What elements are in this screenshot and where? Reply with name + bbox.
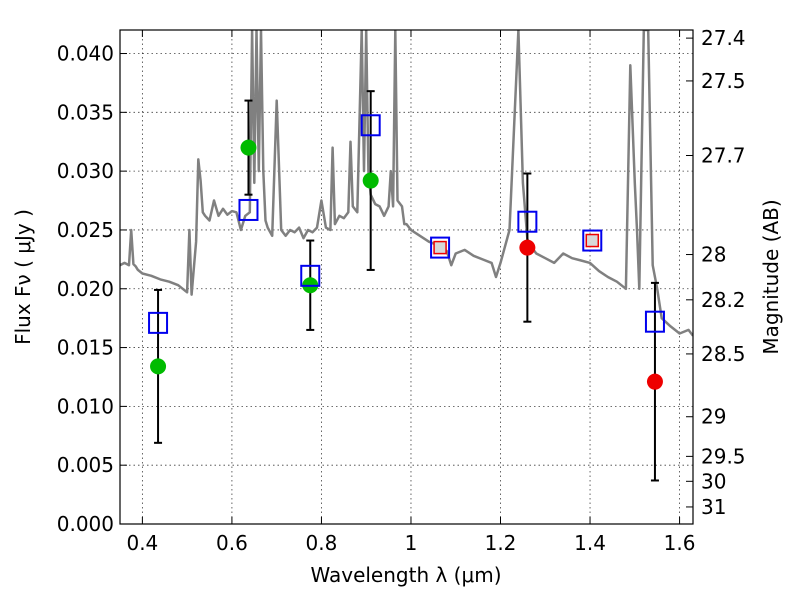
data-point (240, 139, 257, 156)
right-tick-label: 30 (701, 469, 726, 493)
right-axis-label: Magnitude (AB) (759, 199, 783, 354)
x-axis-label: Wavelength λ (μm) (310, 563, 501, 587)
right-tick-label: 28.2 (701, 288, 746, 312)
model-point-inner (433, 240, 447, 255)
data-points (148, 90, 665, 482)
data-point (519, 239, 536, 256)
y-tick-label: 0.000 (57, 512, 114, 536)
model-point (300, 264, 321, 287)
right-tick-label: 29 (701, 405, 726, 429)
x-tick-label: 0.4 (126, 531, 158, 555)
spectrum-line (120, 30, 693, 337)
model-point (582, 229, 603, 252)
y-tick-label: 0.025 (57, 218, 114, 242)
model-point (644, 310, 665, 333)
x-tick-label: 1 (405, 531, 418, 555)
y-axis-label: Flux Fν ( μJy ) (11, 209, 35, 345)
model-point (430, 236, 451, 259)
model-point (148, 311, 169, 334)
model-point (360, 114, 381, 137)
model-spectrum (120, 30, 693, 337)
right-tick-label: 28.5 (701, 342, 746, 366)
plot-frame (119, 29, 694, 525)
axis-ticks (120, 30, 693, 525)
tick-labels: 0.4 0.6 0.8 1 1.2 1.4 1.6 0.000 0.005 0.010 0.015 0… (57, 26, 746, 555)
data-point (362, 172, 379, 189)
right-tick-label: 29.5 (701, 444, 746, 468)
x-tick-label: 1.2 (485, 531, 517, 555)
x-tick-label: 0.6 (216, 531, 248, 555)
right-tick-label: 28 (701, 243, 726, 267)
y-tick-label: 0.005 (57, 453, 114, 477)
model-point-inner (585, 233, 600, 248)
right-tick-label: 27.7 (701, 143, 746, 167)
model-point (517, 210, 538, 233)
model-point (238, 198, 259, 221)
x-tick-label: 0.8 (306, 531, 338, 555)
y-tick-label: 0.030 (57, 159, 114, 183)
data-point (150, 358, 167, 375)
y-tick-label: 0.035 (57, 100, 114, 124)
right-tick-label: 31 (701, 495, 726, 519)
y-tick-label: 0.015 (57, 336, 114, 360)
y-tick-label: 0.010 (57, 394, 114, 418)
x-tick-label: 1.6 (664, 531, 696, 555)
data-point (646, 373, 663, 390)
right-tick-label: 27.5 (701, 69, 746, 93)
y-tick-label: 0.040 (57, 42, 114, 66)
y-tick-label: 0.020 (57, 277, 114, 301)
x-tick-label: 1.4 (574, 531, 606, 555)
right-tick-label: 27.4 (701, 26, 746, 50)
